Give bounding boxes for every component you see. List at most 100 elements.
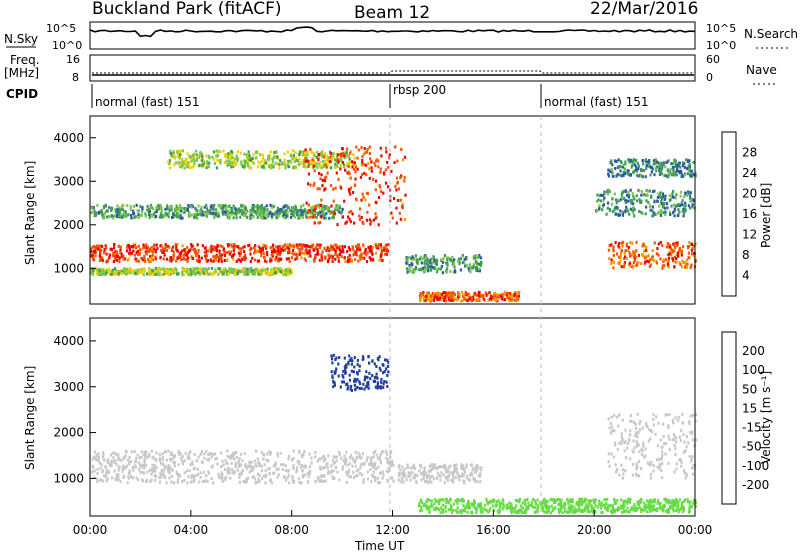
- data-cell: [366, 251, 369, 255]
- data-cell: [259, 268, 262, 272]
- data-cell: [167, 215, 170, 219]
- data-cell: [346, 171, 349, 175]
- data-cell: [654, 213, 657, 217]
- data-cell: [356, 385, 359, 389]
- data-cell: [224, 153, 227, 157]
- data-cell: [627, 190, 630, 194]
- data-cell: [448, 291, 451, 295]
- data-cell: [321, 208, 324, 212]
- data-cell: [207, 453, 210, 457]
- data-cell: [414, 267, 417, 271]
- data-cell: [148, 213, 151, 216]
- data-cell: [645, 199, 648, 203]
- data-cell: [153, 213, 156, 216]
- data-cell: [186, 208, 189, 212]
- data-cell: [681, 510, 684, 514]
- data-cell: [382, 450, 385, 454]
- data-cell: [117, 474, 120, 478]
- data-cell: [276, 245, 280, 249]
- data-cell: [172, 460, 175, 464]
- data-cell: [622, 170, 625, 174]
- data-cell: [206, 259, 210, 263]
- data-cell: [353, 161, 356, 165]
- data-cell: [364, 151, 367, 155]
- data-cell: [406, 270, 409, 274]
- data-cell: [321, 155, 324, 159]
- data-cell: [457, 257, 460, 261]
- data-cell: [590, 499, 593, 503]
- data-cell: [216, 255, 219, 258]
- data-cell: [487, 298, 490, 302]
- data-cell: [158, 452, 161, 456]
- data-cell: [120, 252, 123, 256]
- data-cell: [629, 507, 632, 511]
- data-cell: [340, 164, 343, 167]
- data-cell: [202, 480, 205, 484]
- data-cell: [308, 249, 311, 253]
- data-cell: [300, 251, 303, 255]
- data-cell: [115, 462, 118, 466]
- data-cell: [687, 166, 690, 170]
- data-cell: [122, 457, 125, 461]
- data-cell: [239, 269, 242, 273]
- data-cell: [653, 189, 656, 193]
- data-cell: [110, 213, 113, 217]
- data-cell: [382, 382, 385, 386]
- data-cell: [197, 455, 200, 459]
- data-cell: [631, 164, 634, 167]
- data-cell: [280, 267, 283, 271]
- data-cell: [269, 246, 272, 250]
- data-cell: [248, 165, 251, 169]
- data-cell: [426, 257, 429, 261]
- data-cell: [152, 258, 155, 262]
- data-cell: [400, 147, 403, 151]
- data-cell: [319, 153, 322, 157]
- data-cell: [302, 465, 306, 469]
- data-cell: [322, 178, 325, 182]
- data-cell: [641, 212, 644, 216]
- data-cell: [217, 149, 220, 153]
- data-cell: [461, 253, 464, 257]
- data-cell: [234, 272, 237, 276]
- data-cell: [330, 470, 333, 474]
- data-cell: [228, 163, 231, 167]
- data-cell: [145, 450, 148, 454]
- data-cell: [125, 245, 129, 249]
- data-cell: [302, 150, 305, 154]
- data-cell: [622, 163, 625, 167]
- data-cell: [104, 475, 107, 479]
- data-cell: [394, 184, 397, 188]
- data-cell: [138, 252, 141, 256]
- data-cell: [615, 508, 618, 512]
- data-cell: [214, 258, 218, 262]
- data-cell: [264, 481, 267, 485]
- data-cell: [515, 291, 518, 295]
- data-cell: [658, 193, 661, 197]
- data-cell: [441, 498, 444, 501]
- data-cell: [337, 256, 340, 260]
- data-cell: [122, 464, 125, 468]
- data-cell: [497, 295, 500, 299]
- data-cell: [112, 246, 116, 250]
- data-cell: [252, 153, 255, 157]
- data-cell: [192, 479, 195, 483]
- data-cell: [210, 272, 213, 276]
- data-cell: [320, 173, 323, 177]
- data-cell: [105, 471, 108, 475]
- data-cell: [193, 153, 196, 156]
- data-cell: [312, 162, 315, 166]
- data-cell: [282, 249, 285, 252]
- data-cell: [309, 161, 312, 165]
- data-cell: [272, 243, 275, 247]
- data-cell: [248, 158, 251, 162]
- data-cell: [325, 154, 328, 158]
- data-cell: [430, 262, 433, 266]
- data-cell: [101, 258, 104, 262]
- data-cell: [340, 255, 343, 258]
- data-cell: [427, 293, 430, 297]
- data-cell: [645, 510, 649, 514]
- data-cell: [254, 244, 257, 247]
- data-cell: [220, 471, 224, 475]
- data-cell: [302, 159, 305, 163]
- data-cell: [349, 160, 352, 164]
